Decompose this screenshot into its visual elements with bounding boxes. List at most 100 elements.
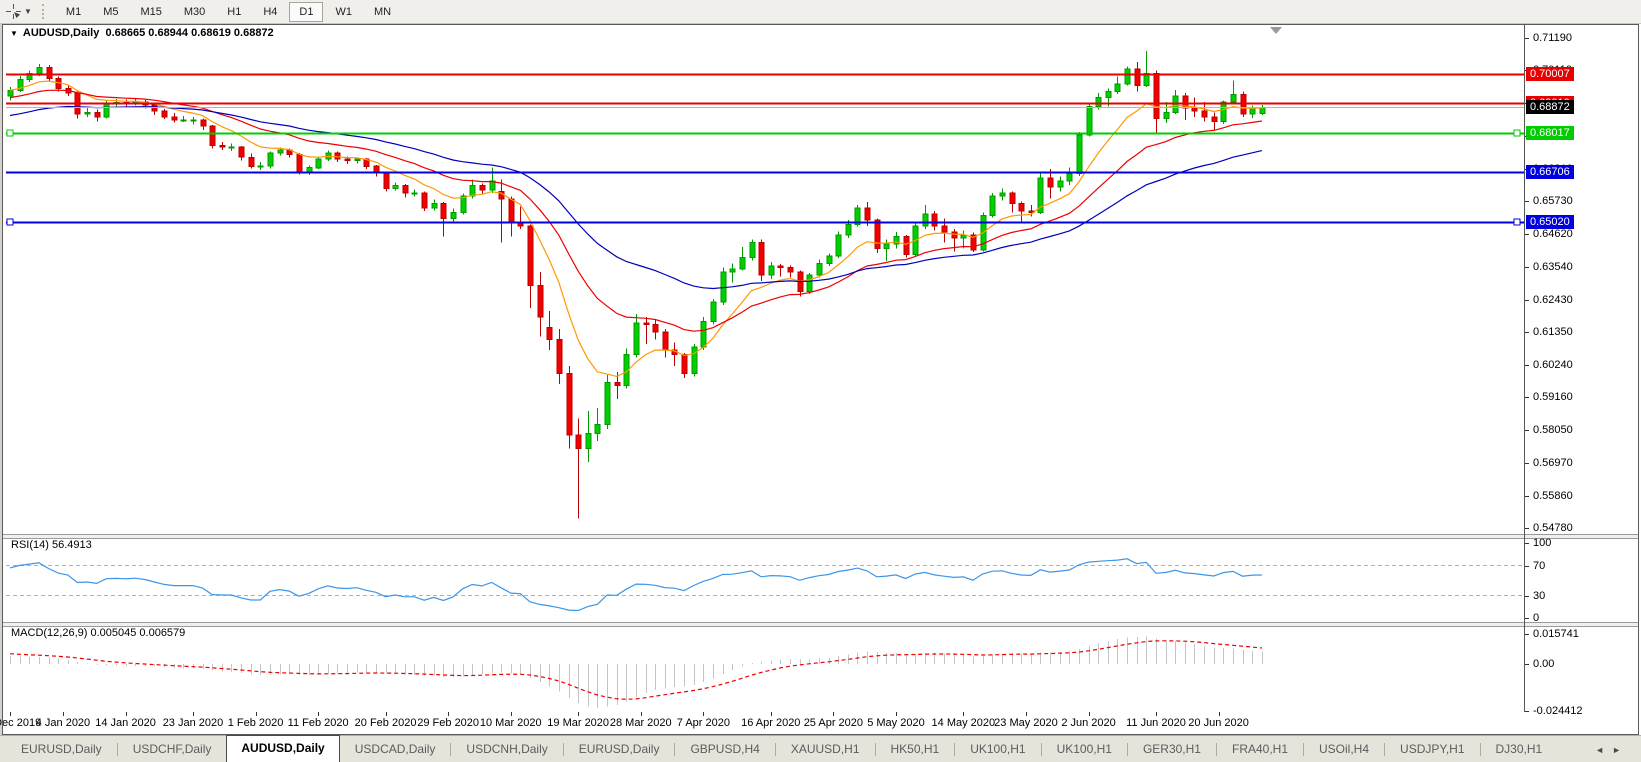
time-tick-label: 10 Mar 2020 [479, 717, 542, 729]
chart-tab-eurusd-daily[interactable]: EURUSD,Daily [21, 742, 102, 756]
axis-tick-label: 0.55860 [1533, 489, 1573, 502]
timeframe-button-m30[interactable]: M30 [174, 2, 215, 22]
chart-tab-hk50-h1[interactable]: HK50,H1 [890, 742, 940, 756]
timeframe-button-d1[interactable]: D1 [289, 1, 324, 22]
tab-divider [116, 743, 118, 756]
chart-tab-fra40-h1[interactable]: FRA40,H1 [1231, 742, 1289, 756]
ma-line-21 [9, 89, 1262, 332]
timeframe-button-m5[interactable]: M5 [93, 2, 128, 22]
timeframe-button-h4[interactable]: H4 [253, 2, 287, 22]
macd-indicator-plot[interactable] [6, 625, 1524, 712]
chart-tab-xauusd-h1[interactable]: XAUUSD,H1 [790, 742, 860, 756]
hline-handle[interactable] [1513, 218, 1521, 226]
chart-tab-dj30-h1[interactable]: DJ30,H1 [1495, 742, 1543, 756]
time-tick [703, 712, 705, 716]
time-tick-label: 20 Jun 2020 [1188, 717, 1249, 729]
tab-divider [1215, 743, 1217, 756]
hline-handle[interactable] [1513, 129, 1521, 137]
axis-tick-label: 100 [1533, 537, 1552, 549]
chart-tab-uk100-h1[interactable]: UK100,H1 [1056, 742, 1112, 756]
crosshair-tool-icon[interactable] [4, 3, 22, 21]
timeframe-button-m1[interactable]: M1 [56, 2, 91, 22]
price-level-badge: 0.65020 [1526, 215, 1574, 230]
chart-tab-audusd-daily[interactable]: AUDUSD,Daily [226, 735, 340, 762]
rsi-line [9, 558, 1262, 612]
axis-tick [1525, 38, 1529, 40]
axis-tick-label: 0.65730 [1533, 195, 1573, 208]
price-level-badge: 0.70007 [1526, 66, 1574, 81]
time-tick [1025, 712, 1027, 716]
chart-tab-usdchf-daily[interactable]: USDCHF,Daily [132, 742, 212, 756]
tab-scroll-left-icon[interactable]: ◄ [1595, 745, 1613, 755]
chart-end-marker-icon[interactable] [1270, 27, 1282, 34]
tab-divider [954, 743, 956, 756]
price-axis[interactable]: 0.711900.701100.690100.679200.668100.657… [1525, 25, 1640, 717]
hline-handle[interactable] [6, 218, 14, 226]
time-tick [448, 712, 450, 716]
chart-dropdown-caret-icon[interactable]: ▼ [10, 29, 18, 38]
hline-handle[interactable] [6, 129, 14, 137]
time-tick-label: 23 May 2020 [994, 717, 1058, 729]
moving-average-lines [9, 80, 1263, 378]
tab-divider [874, 743, 876, 756]
time-tick-label: 7 Apr 2020 [676, 717, 730, 729]
time-tick-label: 25 Apr 2020 [803, 717, 864, 729]
time-tick [833, 712, 835, 716]
axis-tick-label: 0.015741 [1533, 628, 1579, 641]
axis-tick-label: 70 [1533, 559, 1546, 572]
time-tick-label: 14 Jan 2020 [95, 717, 156, 729]
chart-tab-bar: EURUSD,Daily USDCHF,Daily AUDUSD,Daily USDC… [0, 735, 1641, 762]
macd-signal-line [9, 640, 1262, 700]
timeframe-button-w1[interactable]: W1 [325, 2, 362, 22]
axis-tick [1525, 595, 1529, 597]
chart-tab-ger30-h1[interactable]: GER30,H1 [1142, 742, 1201, 756]
price-chart-plot[interactable] [6, 25, 1524, 534]
axis-tick-label: 0.00 [1533, 658, 1555, 671]
axis-tick [1525, 565, 1529, 567]
time-tick [192, 712, 194, 716]
tab-divider [1479, 743, 1481, 756]
axis-tick-label: 0.58050 [1533, 424, 1573, 437]
tab-divider [1303, 743, 1305, 756]
axis-tick-label: 30 [1533, 589, 1546, 602]
chart-tab-eurusd-daily[interactable]: EURUSD,Daily [578, 742, 660, 756]
time-tick [1155, 712, 1157, 716]
panel-splitter[interactable] [3, 534, 1639, 539]
chart-tab-usdcad-daily[interactable]: USDCAD,Daily [354, 742, 436, 756]
chart-tab-uk100-h1[interactable]: UK100,H1 [970, 742, 1026, 756]
tool-dropdown-caret-icon[interactable]: ▼ [24, 7, 32, 16]
axis-tick [1525, 528, 1529, 530]
time-tick-label: 11 Jun 2020 [1126, 717, 1186, 729]
time-tick [1088, 712, 1090, 716]
macd-indicator-label: MACD(12,26,9) 0.005045 0.006579 [11, 627, 186, 639]
toolbar-grip[interactable] [41, 4, 47, 19]
time-tick-label: 19 Mar 2020 [547, 717, 610, 729]
chart-title: ▼ AUDUSD,Daily 0.68665 0.68944 0.68619 0.… [10, 27, 274, 39]
price-level-badge: 0.68017 [1526, 125, 1574, 140]
timeframe-button-mn[interactable]: MN [364, 2, 401, 22]
tab-divider [674, 743, 676, 756]
chart-tab-gbpusd-h4[interactable]: GBPUSD,H4 [690, 742, 760, 756]
timeframe-button-h1[interactable]: H1 [217, 2, 251, 22]
time-tick [770, 712, 772, 716]
axis-tick-label: 0.71190 [1533, 32, 1572, 45]
chart-tab-usdjpy-h1[interactable]: USDJPY,H1 [1400, 742, 1465, 756]
rsi-indicator-plot[interactable] [6, 537, 1524, 622]
timeframe-button-m15[interactable]: M15 [130, 2, 171, 22]
axis-tick [1525, 266, 1529, 268]
time-tick [385, 712, 387, 716]
time-tick-label: 29 Feb 2020 [417, 717, 480, 729]
axis-tick-label: 0.56970 [1533, 456, 1573, 469]
tab-scroll-right-icon[interactable]: ► [1612, 745, 1629, 755]
chart-tab-usdcnh-daily[interactable]: USDCNH,Daily [466, 742, 548, 756]
chart-tab-usoil-h4[interactable]: USOil,H4 [1319, 742, 1370, 756]
time-tick [510, 712, 512, 716]
axis-tick [1525, 365, 1529, 367]
panel-splitter[interactable] [3, 622, 1639, 627]
time-tick [895, 712, 897, 716]
tab-divider [774, 743, 776, 756]
axis-tick-label: -0.024412 [1533, 704, 1583, 717]
tab-divider [1126, 743, 1128, 756]
time-tick-label: 5 May 2020 [867, 717, 925, 729]
